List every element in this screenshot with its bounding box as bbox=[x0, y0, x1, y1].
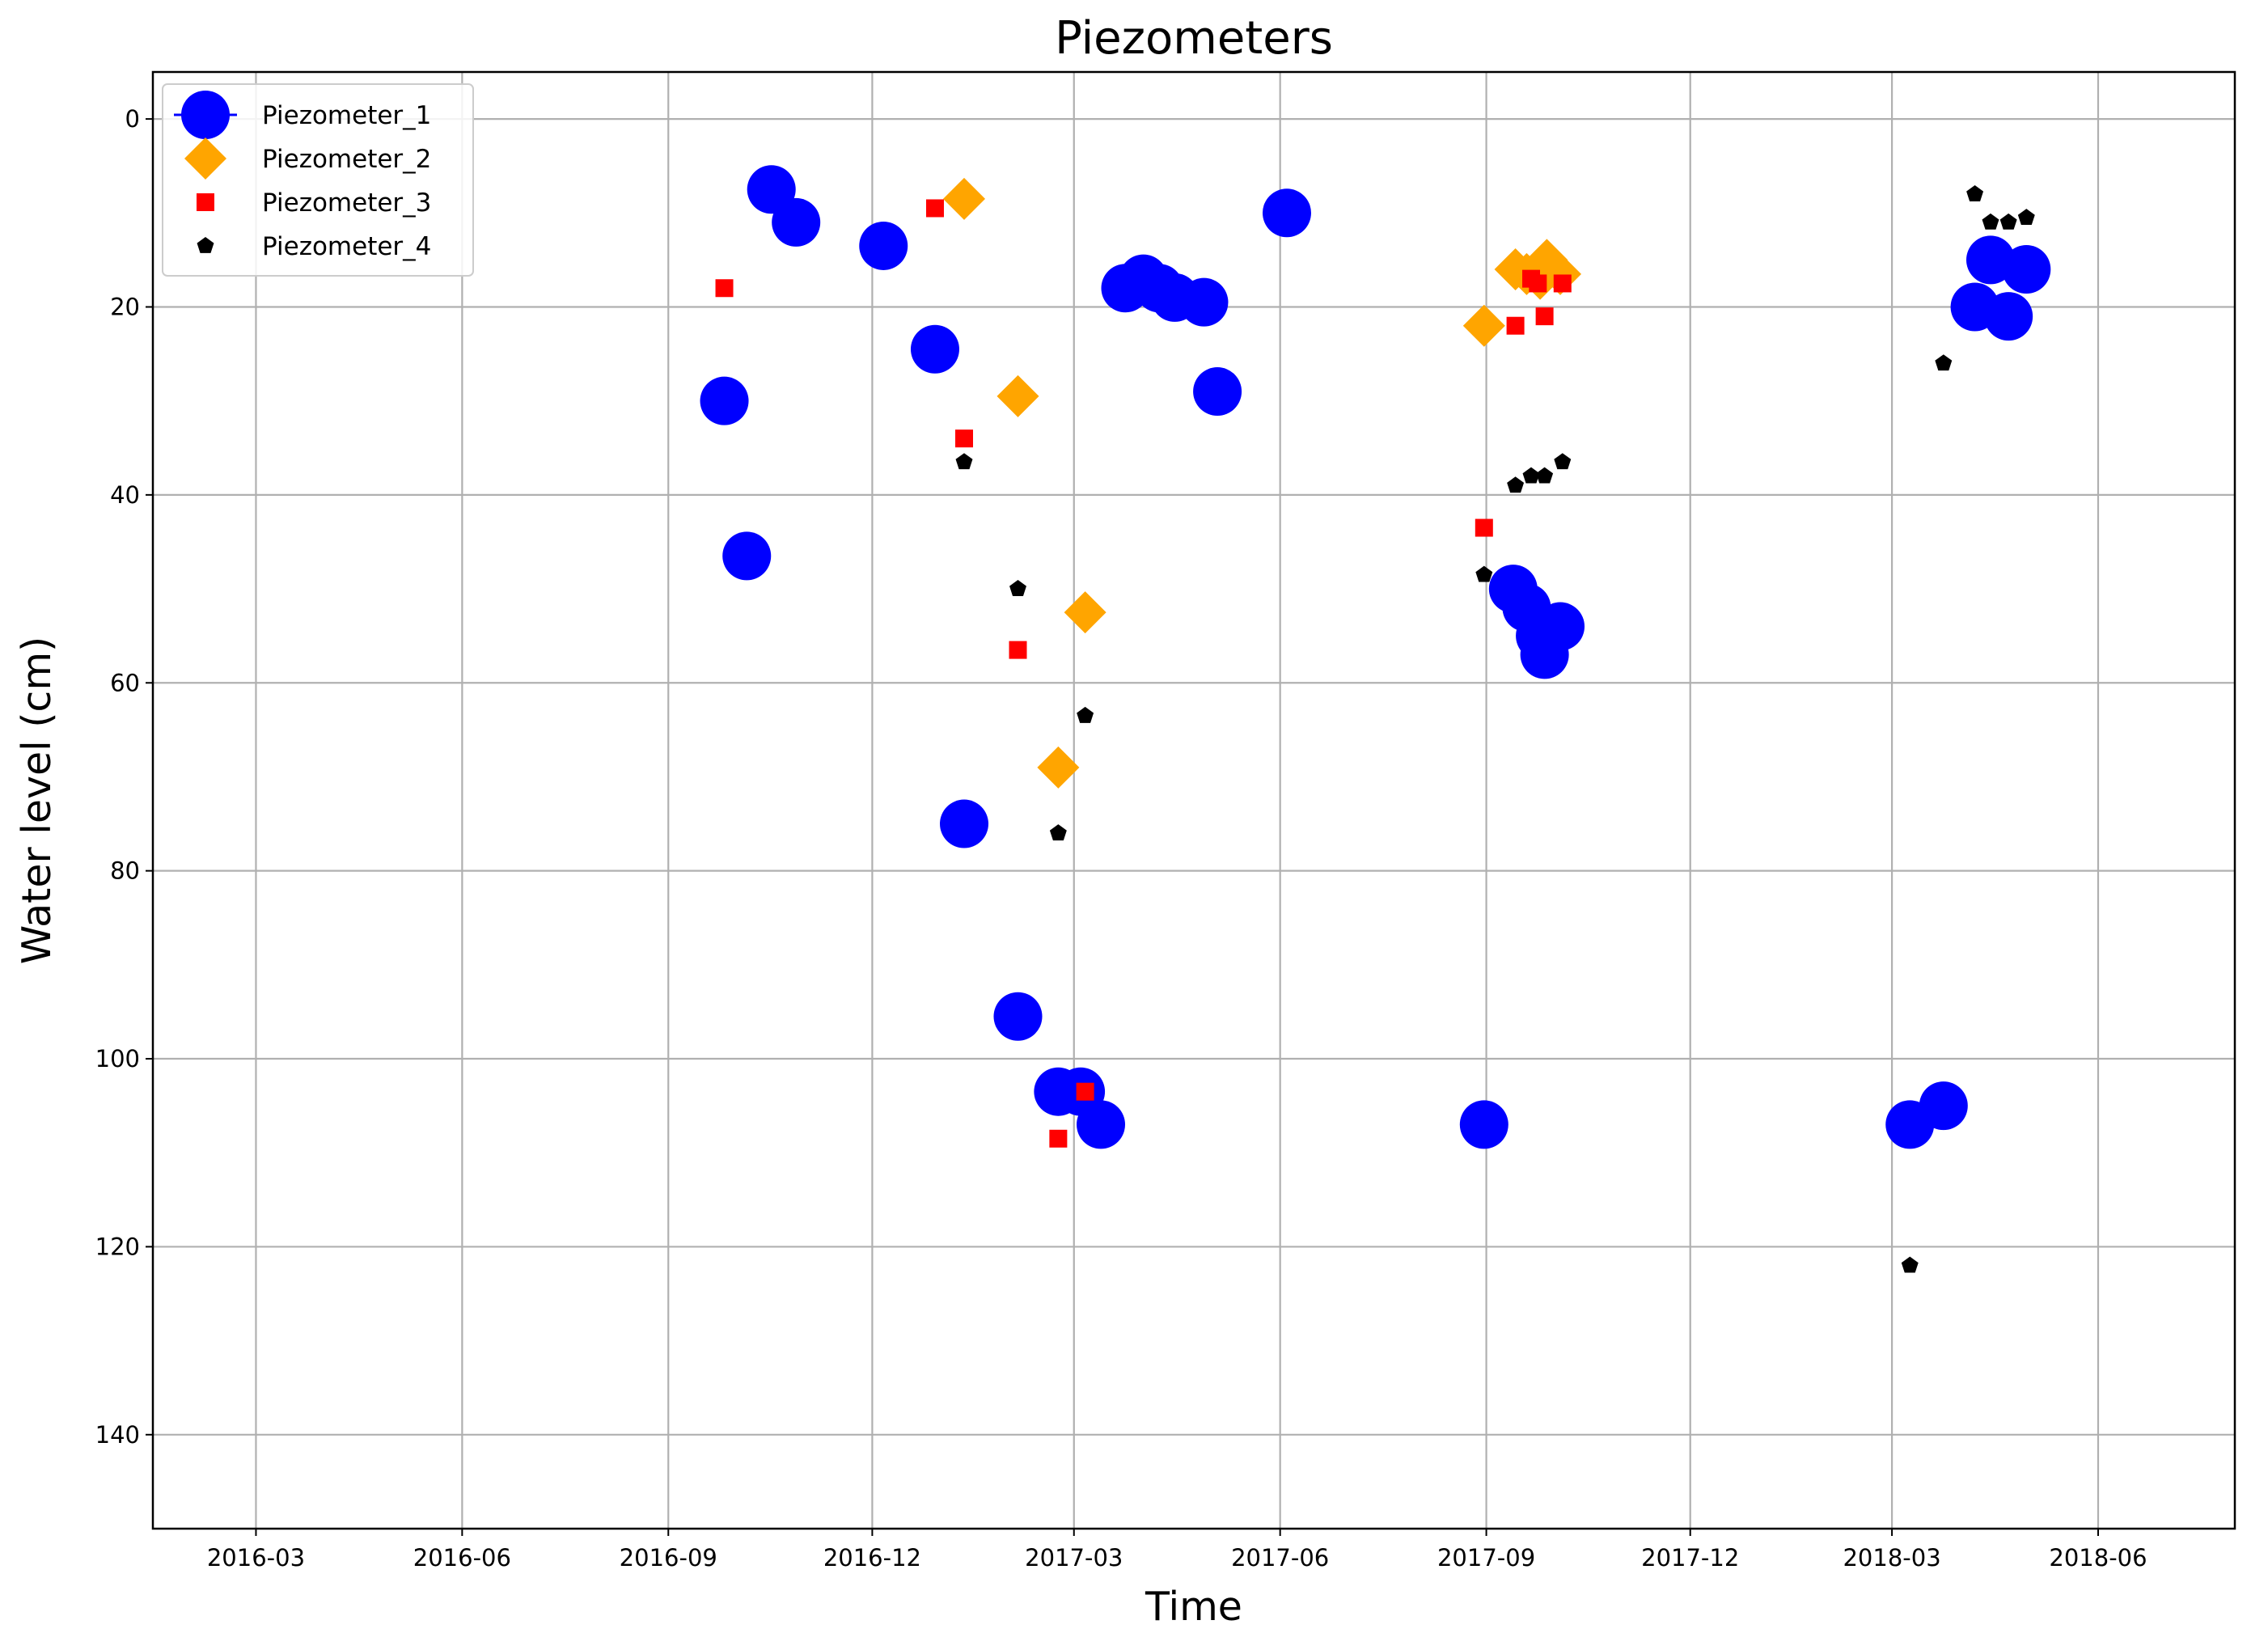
data-point bbox=[1522, 467, 1540, 484]
y-tick-label: 140 bbox=[95, 1421, 140, 1449]
data-point bbox=[700, 376, 749, 425]
data-point bbox=[1529, 274, 1547, 293]
legend-box bbox=[162, 83, 474, 277]
data-point bbox=[1966, 185, 1984, 201]
grid bbox=[153, 72, 2235, 1529]
data-point bbox=[1064, 591, 1106, 634]
data-point bbox=[955, 429, 974, 448]
x-tick-label: 2016-03 bbox=[207, 1544, 305, 1572]
x-axis-label: Time bbox=[1145, 1584, 1242, 1630]
y-axis-label: Water level (cm) bbox=[14, 637, 60, 964]
data-point bbox=[1077, 706, 1094, 723]
data-point bbox=[1536, 467, 1554, 484]
data-point bbox=[1935, 354, 1953, 371]
data-point bbox=[2002, 245, 2051, 294]
x-tick-label: 2016-09 bbox=[620, 1544, 717, 1572]
legend-label: Piezometer_1 bbox=[262, 101, 431, 130]
x-tick-label: 2017-06 bbox=[1231, 1544, 1329, 1572]
y-tick-label: 20 bbox=[110, 293, 140, 320]
data-point bbox=[1475, 518, 1493, 537]
data-point bbox=[1507, 476, 1525, 493]
series-piezometer-4 bbox=[955, 185, 2035, 1273]
data-point bbox=[2017, 209, 2035, 225]
legend-label: Piezometer_4 bbox=[262, 232, 431, 261]
x-tick-label: 2017-12 bbox=[1641, 1544, 1739, 1572]
data-point bbox=[943, 177, 986, 220]
x-tick-label: 2016-12 bbox=[823, 1544, 921, 1572]
series-piezometer-3 bbox=[715, 199, 1572, 1148]
data-point bbox=[1553, 274, 1572, 293]
data-point bbox=[1037, 746, 1080, 789]
data-point bbox=[1459, 1100, 1508, 1149]
data-point bbox=[1009, 580, 1026, 596]
series-piezometer-1 bbox=[700, 165, 2051, 1149]
data-point bbox=[1179, 277, 1229, 327]
data-point bbox=[1262, 188, 1311, 238]
data-point bbox=[715, 279, 734, 298]
y-tick-label: 100 bbox=[95, 1045, 140, 1072]
plot-frame bbox=[151, 70, 2236, 1530]
chart-title: Piezometers bbox=[1055, 12, 1333, 65]
data-point bbox=[1536, 602, 1585, 651]
data-point bbox=[993, 992, 1043, 1041]
ticks: 2016-03 2016-06 2016-09 2016-12 2017-03 2017-… bbox=[95, 105, 2147, 1572]
data-point bbox=[1984, 292, 2033, 341]
x-tick-label: 2018-06 bbox=[2049, 1544, 2147, 1572]
legend-marker bbox=[197, 193, 214, 211]
data-point bbox=[1049, 1129, 1068, 1148]
legend-label: Piezometer_3 bbox=[262, 188, 431, 218]
data-point bbox=[925, 199, 944, 218]
series-layer bbox=[700, 165, 2051, 1273]
data-point bbox=[1077, 1100, 1126, 1149]
data-point bbox=[910, 324, 959, 374]
x-tick-label: 2017-03 bbox=[1025, 1544, 1123, 1572]
legend-entry: Piezometer_1 bbox=[174, 91, 431, 139]
y-tick-label: 80 bbox=[110, 857, 140, 885]
legend-entry: Piezometer_2 bbox=[184, 137, 431, 180]
data-point bbox=[1193, 367, 1242, 417]
legend-entry: Piezometer_4 bbox=[197, 232, 431, 261]
data-point bbox=[1999, 213, 2017, 230]
data-point bbox=[1535, 307, 1554, 326]
data-point bbox=[772, 197, 821, 247]
legend-label: Piezometer_2 bbox=[262, 145, 431, 174]
legend-entry: Piezometer_3 bbox=[197, 188, 431, 218]
legend-marker bbox=[181, 91, 230, 139]
y-tick-label: 0 bbox=[125, 105, 140, 133]
data-point bbox=[859, 221, 908, 270]
data-point bbox=[1919, 1081, 1968, 1131]
data-point bbox=[722, 531, 772, 581]
data-point bbox=[996, 374, 1039, 417]
data-point bbox=[1009, 641, 1027, 659]
data-point bbox=[940, 799, 989, 848]
data-point bbox=[1475, 565, 1493, 582]
y-tick-label: 40 bbox=[110, 481, 140, 509]
y-tick-label: 60 bbox=[110, 669, 140, 696]
legend-marker bbox=[197, 237, 214, 253]
x-tick-label: 2016-06 bbox=[413, 1544, 511, 1572]
data-point bbox=[1462, 304, 1505, 347]
legend: Piezometer_1 Piezometer_2 Piezometer_3 Piez… bbox=[162, 83, 474, 277]
data-point bbox=[1554, 453, 1572, 470]
data-point bbox=[1049, 824, 1067, 841]
x-tick-label: 2018-03 bbox=[1843, 1544, 1940, 1572]
data-point bbox=[1076, 1082, 1094, 1101]
data-point bbox=[1506, 316, 1525, 335]
legend-marker bbox=[184, 137, 226, 180]
y-tick-label: 120 bbox=[95, 1233, 140, 1260]
x-tick-label: 2017-09 bbox=[1437, 1544, 1535, 1572]
data-point bbox=[1982, 213, 1999, 230]
data-point bbox=[1901, 1256, 1919, 1273]
data-point bbox=[955, 453, 973, 470]
